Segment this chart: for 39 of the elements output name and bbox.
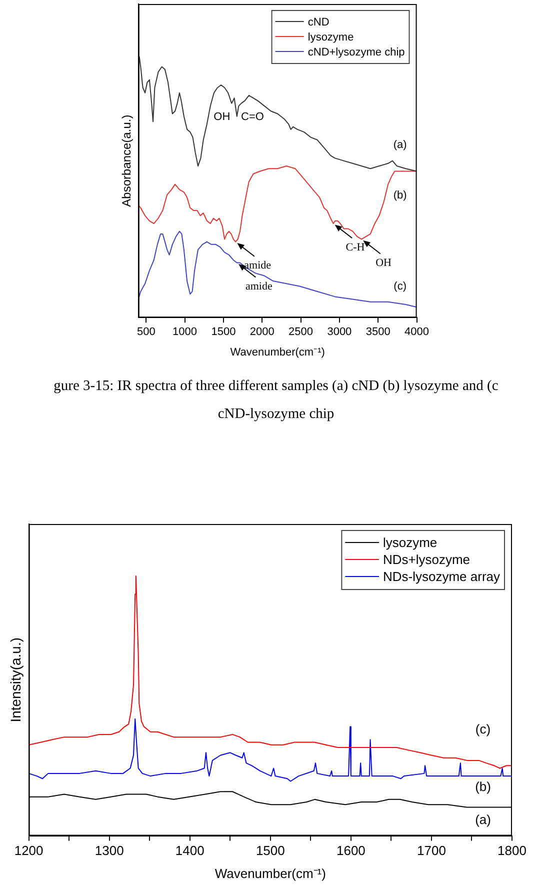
y-axis-title: Intensity(a.u.) — [7, 637, 24, 722]
annotation: (c) — [394, 280, 406, 292]
x-axis-title: Wavenumber(cm⁻¹) — [230, 346, 325, 358]
annotation: C=O — [241, 110, 264, 123]
x-tick-label: 2500 — [288, 326, 314, 338]
x-tick-label: 1600 — [336, 843, 366, 858]
text: cND-lysozyme chip — [216, 405, 336, 424]
x-axis-title: Wavenumber(cm⁻¹) — [214, 866, 326, 881]
x-tick-label: 1700 — [417, 843, 446, 858]
annotation: (b) — [475, 779, 491, 794]
legend-label: NDs+lysozyme — [382, 552, 470, 568]
annotation: OH — [376, 257, 392, 270]
annotation: (a) — [393, 139, 407, 152]
annotation: C-H — [346, 241, 365, 254]
legend-label: cND+lysozyme chip — [308, 46, 405, 59]
annotation: (a) — [475, 812, 491, 827]
x-tick-label: 1800 — [498, 843, 526, 858]
x-tick-label: 1500 — [211, 326, 236, 338]
y-axis-title: Absorbance(a.u.) — [120, 114, 134, 207]
x-tick-label: 3500 — [366, 326, 390, 338]
x-tick-label: 1000 — [172, 326, 198, 338]
annotation: (c) — [475, 721, 491, 736]
legend-label: NDs-lysozyme array — [382, 569, 500, 584]
x-tick-label: 1400 — [175, 843, 204, 858]
legend-label: cND — [308, 16, 330, 29]
legend-label: lysozyme — [308, 32, 354, 44]
annotation: amide — [245, 280, 272, 293]
x-tick-label: 1200 — [14, 843, 44, 858]
x-tick-label: 2000 — [250, 326, 274, 338]
annotation: OH — [214, 110, 230, 123]
x-tick-label: 4000 — [404, 326, 430, 338]
annotation: (b) — [393, 189, 407, 202]
legend-label: lysozyme — [382, 535, 438, 550]
x-tick-label: 3000 — [327, 326, 352, 338]
x-tick-label: 500 — [136, 326, 156, 338]
text: gure 3-15: IR spectra of three different samples (a) cND (b) lysozyme and (c — [52, 377, 500, 396]
x-tick-label: 1300 — [94, 843, 124, 858]
x-tick-label: 1500 — [256, 843, 285, 858]
annotation: amide — [244, 260, 272, 272]
